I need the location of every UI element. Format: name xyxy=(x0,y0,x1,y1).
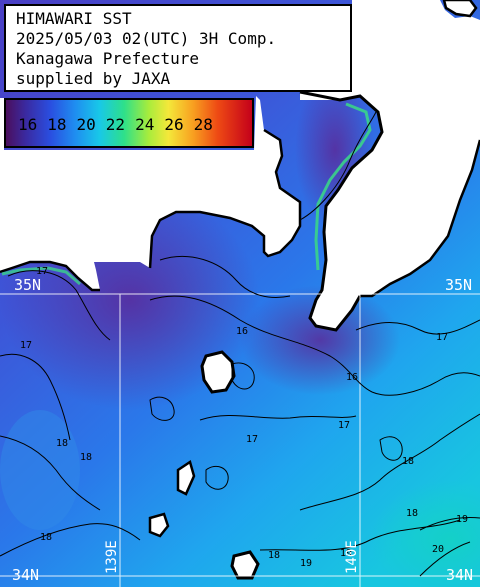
contour-label: 17 xyxy=(246,434,258,445)
contour-18-southwest xyxy=(0,523,141,557)
contour-label: 17 xyxy=(436,332,448,343)
cool-patch-west xyxy=(0,410,80,530)
contour-18-west xyxy=(0,435,101,511)
lon-label-139e: 139E xyxy=(104,540,120,574)
legend-label: 22 xyxy=(105,115,126,134)
contour-label: 16 xyxy=(236,326,248,337)
coastline-boso xyxy=(360,139,480,298)
title-line: HIMAWARI SST xyxy=(16,9,132,28)
legend-label: 28 xyxy=(193,115,213,134)
land-mainland xyxy=(0,0,480,330)
contour-label: 18 xyxy=(40,532,52,543)
contour-label: 20 xyxy=(432,544,444,555)
isotherm-contours xyxy=(0,111,480,577)
legend-label: 16 xyxy=(18,115,38,134)
contour-19-south xyxy=(259,519,461,551)
lat-label-35n-left: 35N xyxy=(14,276,42,294)
temperature-legend: 16 18 20 22 24 26 28 xyxy=(4,98,254,148)
contour-17-mid xyxy=(199,415,357,421)
contour-label: 18 xyxy=(56,438,68,449)
lon-label-140e: 140E xyxy=(344,540,360,574)
contour-20-se xyxy=(419,541,471,577)
contour-label: 17 xyxy=(338,420,350,431)
contour-label: 18 xyxy=(80,452,92,463)
legend-labels: 16 18 20 22 24 26 28 xyxy=(18,115,223,134)
coastline-izu xyxy=(0,260,100,292)
lat-label-34n-right: 34N xyxy=(446,566,474,584)
lat-label-34n-left: 34N xyxy=(12,566,40,584)
contour-label: 18 xyxy=(406,508,418,519)
contour-label: 17 xyxy=(20,340,32,351)
contour-17-tokyo xyxy=(299,111,377,221)
contour-small-2 xyxy=(231,362,255,390)
contour-small-3 xyxy=(205,465,229,490)
contour-16-central xyxy=(149,295,373,393)
title-line: 2025/05/03 02(UTC) 3H Comp. xyxy=(16,29,277,48)
coastline-sagami-bay xyxy=(148,128,302,269)
legend-label: 26 xyxy=(164,115,184,134)
contour-label: 18 xyxy=(268,550,280,561)
title-line: supplied by JAXA xyxy=(16,69,171,88)
legend-label: 20 xyxy=(76,115,96,134)
island-oshima xyxy=(200,350,236,394)
contour-small-4 xyxy=(379,436,403,461)
title-line: Kanagawa Prefecture xyxy=(16,49,200,68)
lat-label-35n-right: 35N xyxy=(445,276,473,294)
contour-18-east xyxy=(371,372,480,396)
island-toshima xyxy=(176,460,196,496)
island-top-right xyxy=(442,0,478,18)
legend-label: 24 xyxy=(135,115,155,134)
contour-17-north xyxy=(7,270,111,341)
coastal-fringe-izu xyxy=(1,266,81,286)
contour-label: 18 xyxy=(402,456,414,467)
title-box: HIMAWARI SST 2025/05/03 02(UTC) 3H Comp.… xyxy=(4,4,352,92)
island-kozushima xyxy=(230,550,260,580)
graticule xyxy=(0,293,480,587)
cool-patch-se xyxy=(370,480,480,587)
contour-17-east xyxy=(355,319,480,335)
contour-19-southeast xyxy=(419,517,480,531)
coastal-fringe-tokyo-bay xyxy=(314,102,372,271)
contour-18-south xyxy=(299,413,480,511)
contour-16-north xyxy=(159,256,291,298)
contour-label: 19 xyxy=(456,514,468,525)
contour-label: 17 xyxy=(36,266,48,277)
legend-label: 18 xyxy=(47,115,67,134)
island-niijima xyxy=(148,512,170,538)
contour-label: 16 xyxy=(346,372,358,383)
contour-label: 19 xyxy=(300,558,312,569)
contour-17-west xyxy=(0,353,71,441)
coastline-tokyo-bay xyxy=(299,90,384,332)
contour-labels: 17 16 16 17 17 18 17 18 17 18 18 19 18 2… xyxy=(20,266,468,569)
contour-label: 19 xyxy=(340,548,352,559)
contour-small-1 xyxy=(149,396,175,421)
